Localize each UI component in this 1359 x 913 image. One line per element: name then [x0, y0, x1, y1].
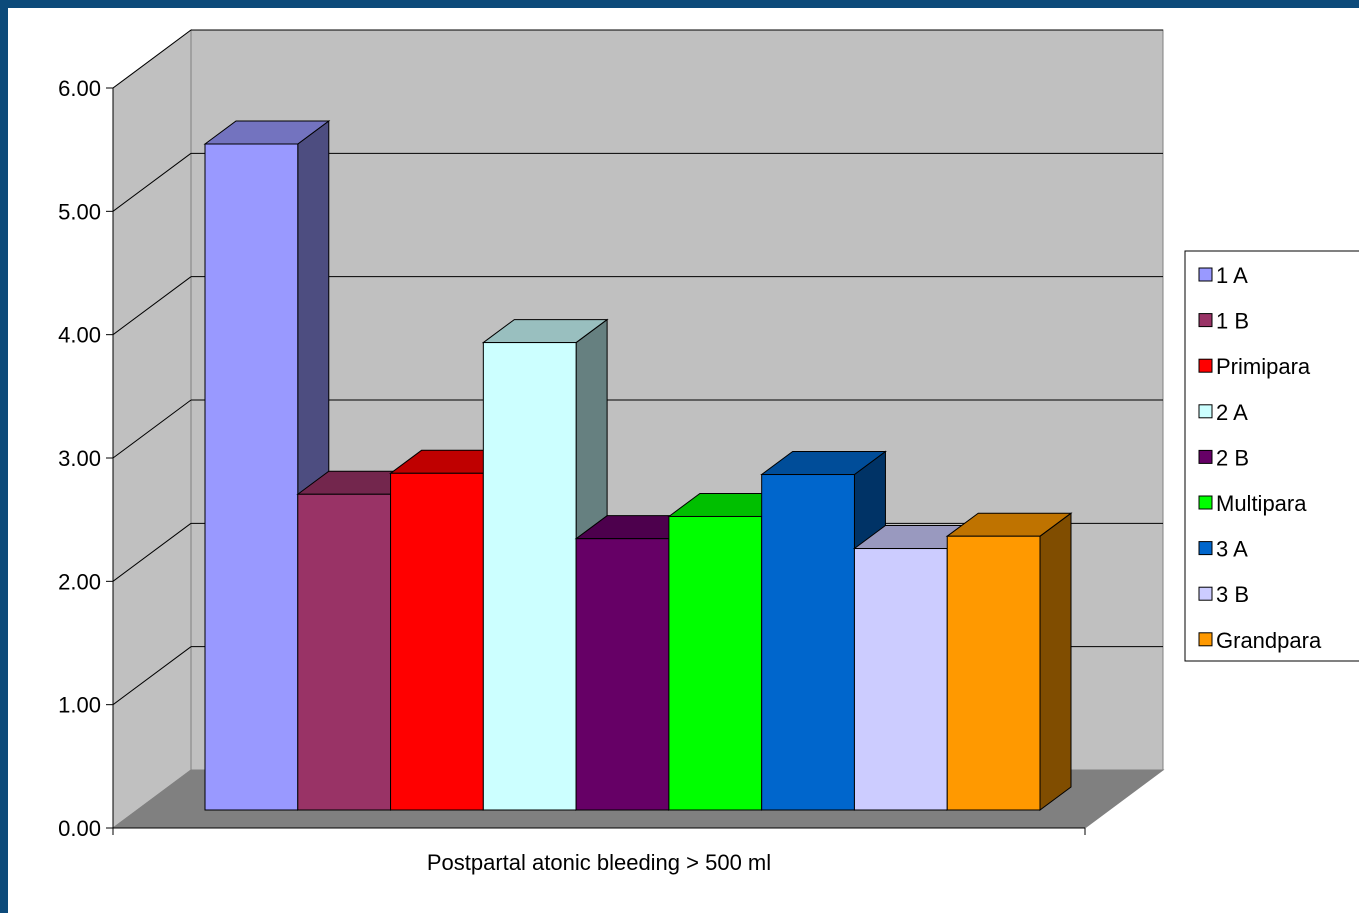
legend-item: Grandpara	[1198, 628, 1322, 653]
y-tick-label: 2.00	[58, 569, 101, 594]
bars	[203, 120, 1073, 811]
bar-front	[482, 342, 577, 811]
bar-front	[575, 538, 670, 811]
legend-swatch	[1198, 586, 1213, 601]
legend-item: Multipara	[1198, 491, 1307, 516]
bar-front	[761, 474, 855, 811]
legend-item: 2 B	[1198, 445, 1249, 470]
bar-front	[668, 515, 763, 811]
legend-item: 2 A	[1198, 400, 1248, 425]
gridline-side	[112, 276, 192, 336]
bar-side	[1039, 512, 1072, 811]
legend-swatch	[1198, 267, 1213, 282]
y-tick-label: 3.00	[58, 446, 101, 471]
x-category-labels: Postpartal atonic bleeding > 500 ml	[427, 850, 771, 875]
y-tick-label: 0.00	[58, 816, 101, 841]
y-tick-label: 5.00	[58, 199, 101, 224]
chart: 0.00 1.00 2.00 3.00 4.00 5.00 6.00 Postpartal …	[58, 29, 1359, 875]
y-axis	[106, 87, 1086, 835]
legend-label: Primipara	[1216, 354, 1311, 379]
legend-swatch	[1198, 449, 1213, 464]
gridline-side	[112, 152, 192, 212]
legend-swatch	[1198, 313, 1213, 328]
legend-item: 3 B	[1198, 582, 1249, 607]
bar-grandpara	[945, 512, 1073, 811]
legend-swatch	[1198, 632, 1213, 647]
legend-item: Primipara	[1198, 354, 1311, 379]
x-category-label: Postpartal atonic bleeding > 500 ml	[427, 850, 771, 875]
legend-swatch	[1198, 495, 1213, 510]
legend-item: 1 A	[1198, 263, 1248, 288]
legend-label: 1 B	[1216, 309, 1249, 334]
chart-frame: 0.00 1.00 2.00 3.00 4.00 5.00 6.00 Postpartal …	[8, 8, 1359, 913]
gridline-side	[112, 522, 192, 582]
y-tick-label: 4.00	[58, 323, 101, 348]
gridline-side	[112, 399, 192, 459]
legend-label: Grandpara	[1216, 628, 1322, 653]
y-tick-labels: 0.00 1.00 2.00 3.00 4.00 5.00 6.00	[58, 76, 101, 841]
legend-label: 3 B	[1216, 582, 1249, 607]
legend-label: 2 B	[1216, 445, 1249, 470]
legend-label: 2 A	[1216, 400, 1248, 425]
bar-front	[297, 493, 392, 811]
gridline-side	[112, 646, 192, 706]
gridline-side	[112, 29, 192, 89]
legend-swatch	[1198, 404, 1213, 419]
legend-label: 1 A	[1216, 263, 1248, 288]
y-tick-label: 1.00	[58, 693, 101, 718]
bar-front	[946, 535, 1041, 811]
legend-item: 1 B	[1198, 309, 1249, 334]
legend: 1 A 1 B Primipara 2 A 2 B Multipara 3 A 3 B Gran…	[1184, 250, 1359, 662]
bar-front	[853, 548, 948, 811]
legend-swatch	[1198, 358, 1213, 373]
bar-front	[204, 143, 299, 811]
legend-swatch	[1198, 541, 1213, 556]
legend-box	[1184, 250, 1359, 662]
legend-label: Multipara	[1216, 491, 1307, 516]
legend-item: 3 A	[1198, 537, 1248, 562]
bar-front	[390, 472, 484, 811]
legend-label: 3 A	[1216, 537, 1248, 562]
y-tick-label: 6.00	[58, 76, 101, 101]
